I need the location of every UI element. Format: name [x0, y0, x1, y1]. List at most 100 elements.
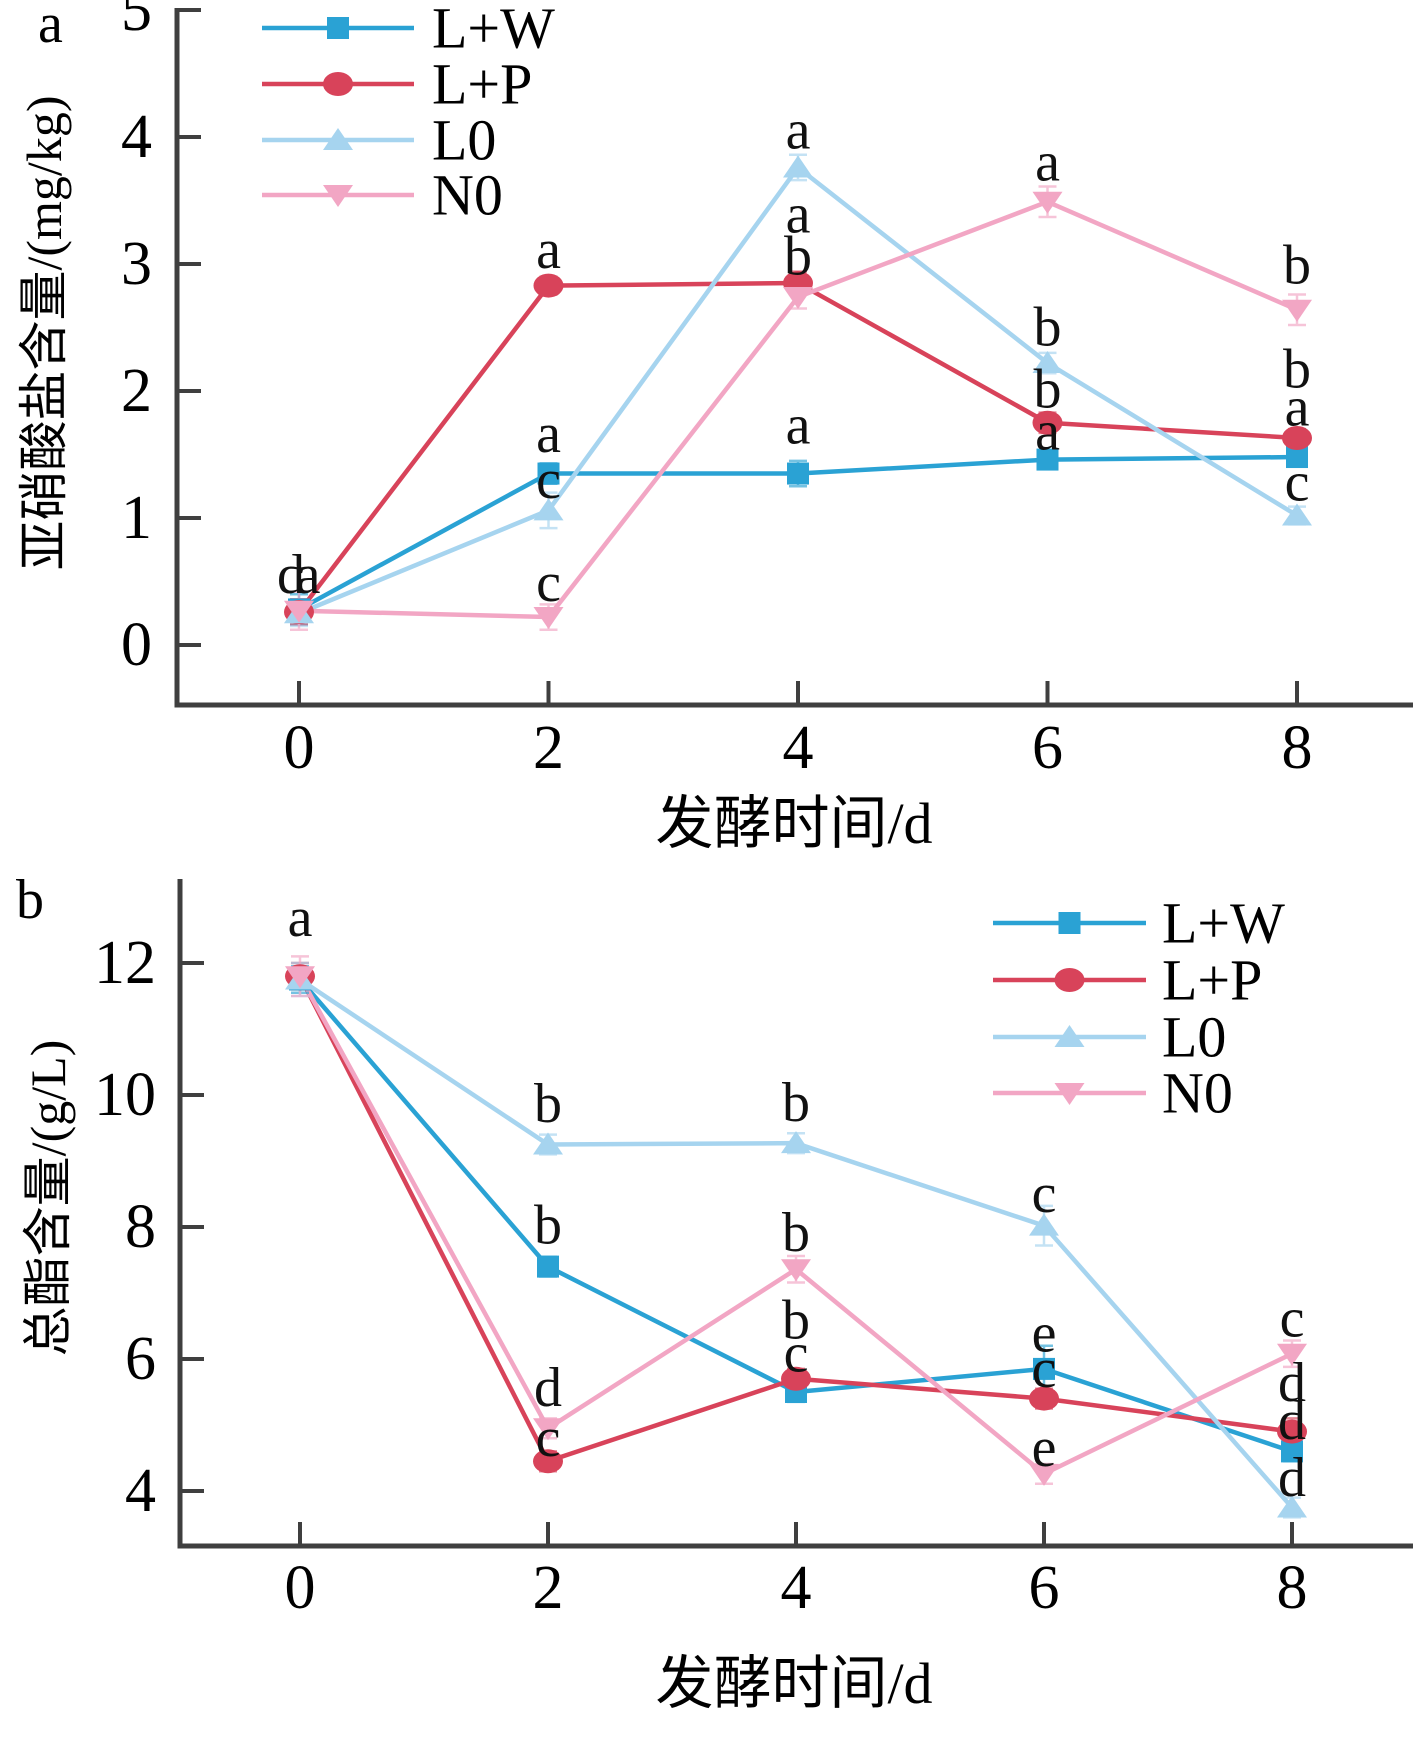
- legend-label: L0: [1162, 1005, 1226, 1070]
- data-point-N0-day2: [533, 607, 564, 630]
- y-tick-label: 1: [121, 484, 152, 552]
- data-point-N0-day8: [1282, 299, 1312, 322]
- legend-marker-triangle-down: [1054, 1083, 1085, 1105]
- legend-item-L+W: L+W: [262, 0, 555, 61]
- data-point-L+W-day6: [1033, 1357, 1055, 1380]
- data-point-L+P-day8: [1277, 1419, 1307, 1444]
- significance-letter: a: [1035, 131, 1060, 193]
- data-point-N0-day4: [783, 287, 813, 310]
- significance-letter: d: [1278, 1352, 1306, 1414]
- panel-a-y-axis-title: 亚硝酸盐含量/(mg/kg): [16, 95, 72, 571]
- data-point-L0-day6: [1029, 1213, 1059, 1236]
- panel-a-letter: a: [38, 0, 63, 55]
- legend-item-L+P: L+P: [993, 948, 1262, 1013]
- data-point-L+P-day4: [781, 1366, 811, 1391]
- x-tick-label: 6: [1032, 714, 1063, 782]
- legend-marker-triangle-up: [1054, 1025, 1085, 1047]
- data-point-N0-day2: [533, 1418, 563, 1441]
- legend-marker-triangle-down: [323, 185, 353, 207]
- data-point-L+P-day2: [533, 273, 564, 298]
- legend-label: N0: [1162, 1061, 1233, 1126]
- significance-letter: e: [1032, 1417, 1057, 1479]
- significance-letter: c: [536, 449, 561, 511]
- data-point-L+P-day8: [1282, 425, 1312, 450]
- y-tick-label: 8: [125, 1193, 156, 1261]
- significance-letter: c: [1032, 1338, 1057, 1400]
- legend-marker-square: [327, 17, 349, 39]
- significance-letter: a: [288, 887, 313, 949]
- data-point-N0-day0: [284, 600, 314, 623]
- y-tick-label: 4: [121, 103, 152, 171]
- significance-letter: b: [782, 1072, 810, 1134]
- significance-letter: a: [786, 394, 811, 456]
- data-point-L+W-day6: [1036, 448, 1059, 471]
- legend-marker-circle: [1054, 968, 1085, 992]
- legend-item-L+W: L+W: [993, 891, 1285, 956]
- data-point-L+W-day4: [787, 462, 809, 485]
- legend-item-L+P: L+P: [262, 52, 532, 117]
- legend-item-N0: N0: [262, 163, 503, 228]
- significance-letter: b: [534, 1073, 562, 1135]
- significance-letter: b: [1283, 338, 1311, 400]
- legend-label: L+P: [1162, 948, 1262, 1013]
- data-point-N0-day0: [285, 966, 315, 989]
- legend-marker-square: [1058, 912, 1081, 934]
- x-tick-label: 4: [783, 714, 814, 782]
- significance-letter: d: [534, 1357, 562, 1419]
- data-point-N0-day6: [1029, 1463, 1059, 1486]
- significance-letter: d: [1278, 1447, 1306, 1509]
- significance-letter: b: [782, 1290, 810, 1352]
- data-point-L+W-day2: [537, 1255, 559, 1278]
- data-point-L0-day4: [783, 155, 813, 178]
- data-point-L0-day4: [781, 1131, 811, 1154]
- x-tick-label: 8: [1277, 1554, 1308, 1622]
- significance-letter: a: [786, 100, 811, 162]
- x-tick-label: 4: [781, 1554, 812, 1622]
- panel-a-x-axis-title: 发酵时间/d: [655, 791, 933, 856]
- data-point-L0-day8: [1282, 503, 1312, 526]
- significance-letter: c: [536, 552, 561, 614]
- significance-letter: a: [1285, 377, 1310, 439]
- y-tick-label: 10: [94, 1061, 156, 1129]
- legend-marker-circle: [323, 72, 353, 96]
- x-tick-label: 0: [284, 714, 315, 782]
- data-point-L+W-day8: [1286, 446, 1308, 469]
- x-tick-label: 0: [285, 1554, 316, 1622]
- data-point-L0-day6: [1032, 351, 1063, 374]
- legend-label: L+W: [432, 0, 555, 61]
- panel-b-y-axis-title: 总酯含量/(g/L): [20, 1039, 76, 1357]
- x-tick-label: 2: [533, 714, 564, 782]
- data-point-L+W-day2: [537, 462, 560, 485]
- significance-letter: a: [536, 403, 561, 465]
- significance-letter: a: [786, 183, 811, 245]
- significance-letter: b: [784, 225, 812, 287]
- legend-label: L0: [432, 108, 496, 173]
- significance-letter: d: [1278, 1390, 1306, 1452]
- legend-item-L0: L0: [993, 1005, 1226, 1070]
- significance-letter: b: [782, 1202, 810, 1264]
- x-tick-label: 6: [1029, 1554, 1060, 1622]
- significance-letter: a: [1035, 401, 1060, 463]
- legend-item-L0: L0: [262, 108, 496, 173]
- data-point-L0-day2: [533, 498, 564, 521]
- y-tick-label: 4: [125, 1457, 156, 1525]
- data-point-L+P-day6: [1032, 410, 1063, 435]
- y-tick-label: 0: [121, 611, 152, 679]
- data-point-L+P-day6: [1029, 1386, 1059, 1411]
- significance-letter: b: [1283, 234, 1311, 296]
- significance-letter: a: [296, 544, 321, 606]
- significance-letter: b: [1034, 297, 1062, 359]
- legend-label: L+P: [432, 52, 532, 117]
- data-point-N0-day4: [781, 1259, 811, 1282]
- significance-letter: c: [1285, 451, 1310, 513]
- y-tick-label: 2: [121, 357, 152, 425]
- significance-letter: c: [536, 1407, 561, 1469]
- significance-letter: c: [1280, 1288, 1305, 1350]
- data-point-L+W-day8: [1281, 1440, 1303, 1463]
- y-tick-label: 3: [121, 230, 152, 298]
- legend-label: L+W: [1162, 891, 1285, 956]
- legend-label: N0: [432, 163, 503, 228]
